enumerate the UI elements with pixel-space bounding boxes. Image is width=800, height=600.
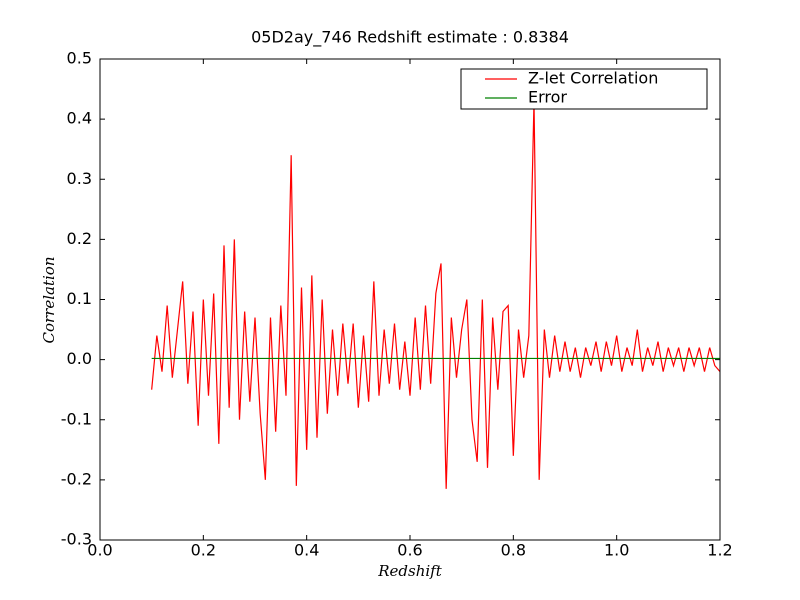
chart-title: 05D2ay_746 Redshift estimate : 0.8384 bbox=[251, 28, 569, 48]
legend-label: Error bbox=[528, 88, 567, 107]
x-tick-label: 0.8 bbox=[501, 541, 526, 560]
y-tick-label: -0.1 bbox=[61, 409, 92, 428]
y-axis-label: Correlation bbox=[40, 257, 58, 344]
legend-label: Z-let Correlation bbox=[528, 69, 658, 88]
y-tick-label: -0.2 bbox=[61, 469, 92, 488]
legend-box bbox=[460, 68, 708, 110]
line-series bbox=[151, 101, 721, 489]
x-tick-label: 0.6 bbox=[397, 541, 422, 560]
x-tick-label: 1.2 bbox=[707, 541, 732, 560]
y-tick-label: 0.2 bbox=[67, 229, 92, 248]
y-tick-label: 0.0 bbox=[67, 349, 92, 368]
y-tick-label: 0.5 bbox=[67, 49, 92, 68]
y-tick-label: 0.4 bbox=[67, 109, 92, 128]
x-axis-label: Redshift bbox=[377, 562, 442, 580]
x-tick-label: 0.2 bbox=[191, 541, 216, 560]
x-tick-label: 0.4 bbox=[294, 541, 319, 560]
y-tick-label: 0.1 bbox=[67, 289, 92, 308]
x-tick-label: 1.0 bbox=[604, 541, 629, 560]
y-tick-label: -0.3 bbox=[61, 530, 92, 549]
y-tick-label: 0.3 bbox=[67, 169, 92, 188]
x-tick-label: 0.0 bbox=[87, 541, 112, 560]
